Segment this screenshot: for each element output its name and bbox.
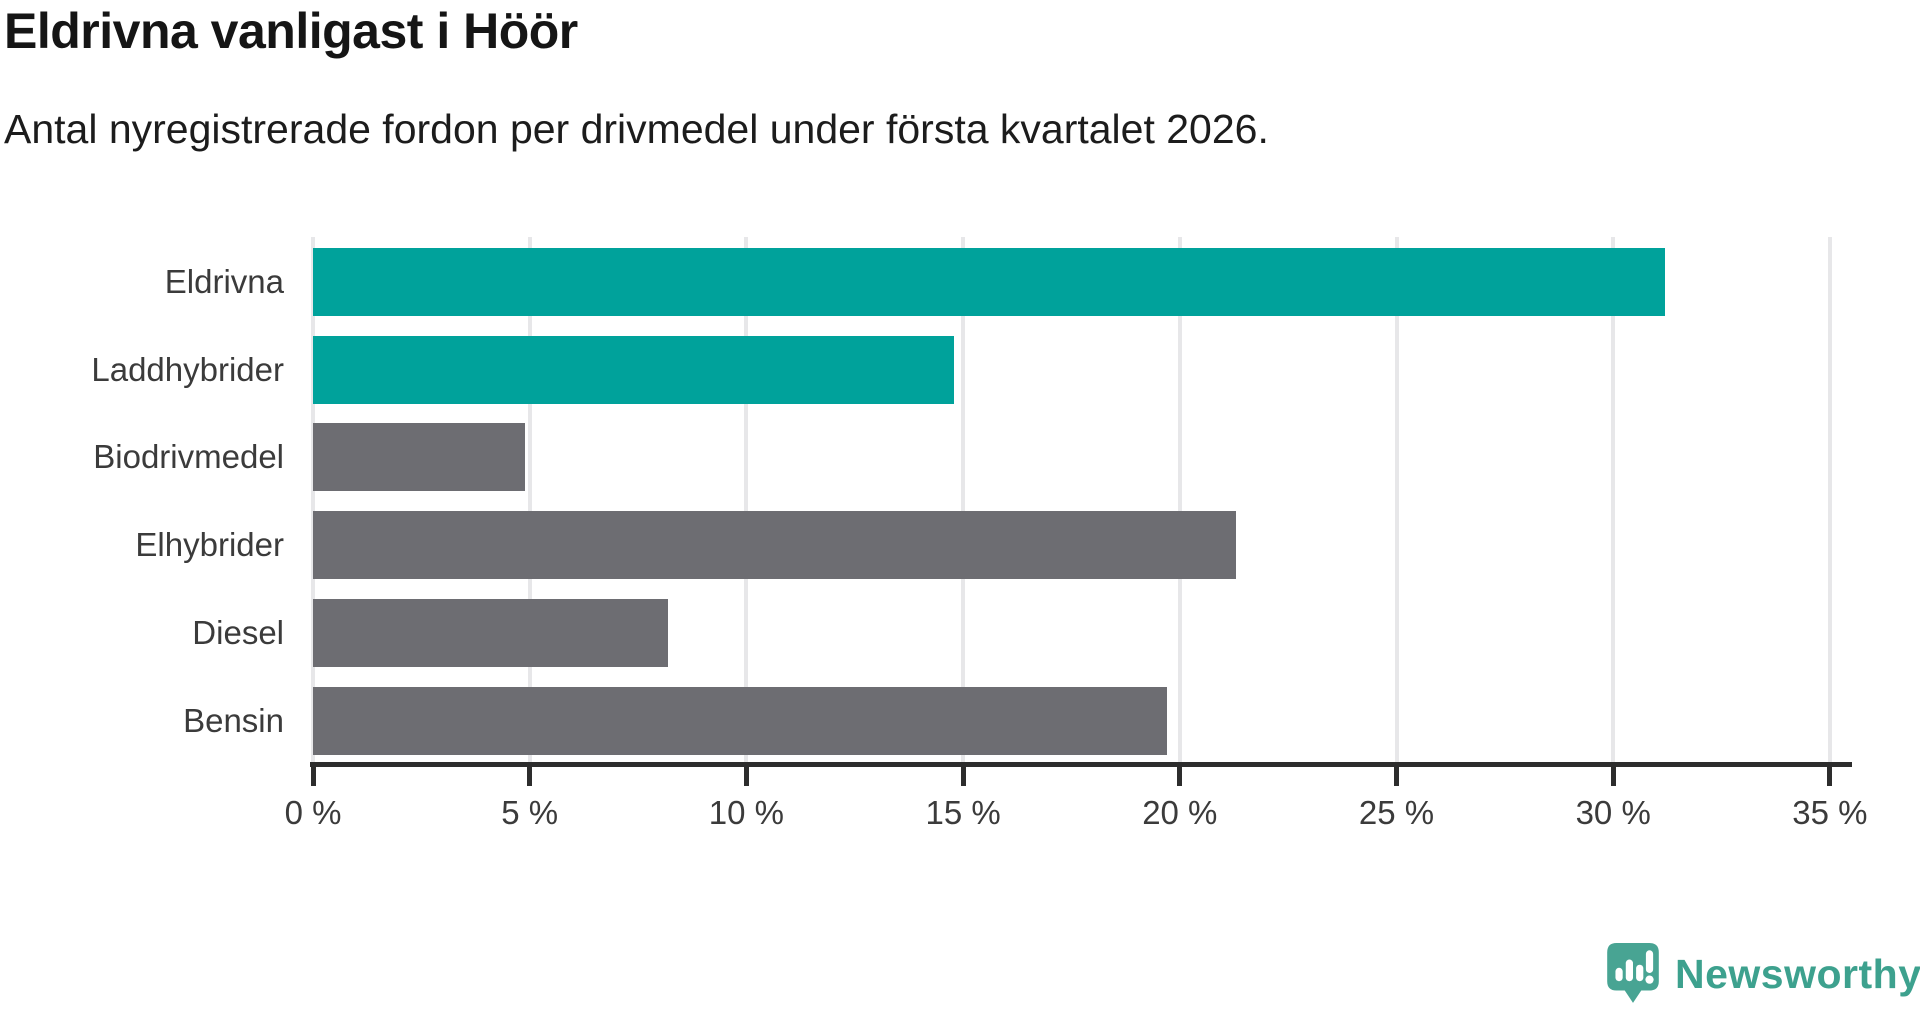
gridline [961,237,966,762]
x-axis-tick [960,767,966,786]
x-axis-line [310,762,1852,767]
bar-bensin [313,686,1167,755]
x-axis-tick-label: 15 % [925,794,1001,831]
y-axis-label-elhybrider: Elhybrider [135,526,284,564]
x-axis-tick [310,767,316,786]
chart-subtitle: Antal nyregistrerade fordon per drivmede… [4,106,1269,152]
gridline [1827,237,1832,762]
x-axis-tick [1610,767,1616,786]
x-axis-tick [743,767,749,786]
x-axis-tick-label: 10 % [708,794,784,831]
bar-eldrivna [313,248,1666,316]
x-axis-tick [527,767,533,786]
y-axis-label-biodrivmedel: Biodrivmedel [93,438,284,476]
bar-diesel [313,598,669,667]
y-axis-label-diesel: Diesel [192,613,284,651]
gridline [744,237,749,762]
gridline [311,237,315,762]
y-axis-label-bensin: Bensin [183,701,284,739]
bar-elhybrider [313,511,1237,580]
chart-title: Eldrivna vanligast i Höör [4,3,578,59]
x-axis-tick-label: 5 % [501,794,559,831]
x-axis-tick-label: 35 % [1792,794,1868,831]
x-axis-tick [1394,767,1399,786]
bar-laddhybrider [313,335,955,404]
x-axis-tick [1177,767,1183,786]
x-axis-tick-label: 25 % [1358,794,1435,831]
gridline [527,237,532,762]
gridline [1177,237,1182,762]
newsworthy-wordmark: Newsworthy [1675,950,1920,997]
gridline [1394,237,1399,762]
x-axis-tick-label: 20 % [1142,794,1218,831]
x-axis-tick-label: 0 % [284,794,342,831]
y-axis-label-eldrivna: Eldrivna [164,263,284,300]
x-axis-tick [1827,767,1833,786]
y-axis-label-laddhybrider: Laddhybrider [91,350,284,388]
newsworthy-bubble-chart-icon [1607,943,1659,1003]
bar-biodrivmedel [313,423,526,492]
newsworthy-logo: Newsworthy [1606,942,1920,1006]
x-axis-tick-label: 30 % [1575,794,1651,831]
gridline [1611,237,1616,762]
